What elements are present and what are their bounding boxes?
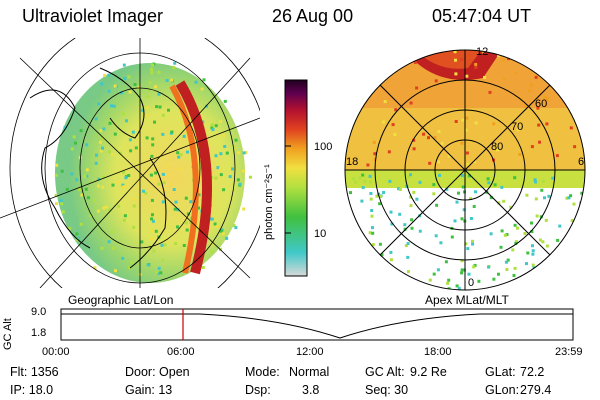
ip-value: IP: 18.0 [10, 383, 54, 397]
door-status: Door: Open [125, 365, 190, 379]
right-panel-label: Apex MLat/MLT [425, 293, 509, 307]
instrument-title: Ultraviolet Imager [22, 6, 164, 26]
timeline-ytick-min: 1.8 [31, 327, 47, 339]
sequence-value: Seq: 30 [365, 383, 409, 397]
glon-label: GLon: [485, 383, 520, 397]
mlat-label-70: 70 [511, 121, 524, 133]
dsp-label: Dsp: [245, 383, 271, 397]
timeline-ylabel: GC Alt [2, 318, 14, 350]
gc-alt-label: GC Alt: [365, 365, 405, 379]
colorbar-tick-10: 10 [314, 228, 327, 240]
apex-image [344, 49, 586, 291]
mode-value: Normal [289, 365, 330, 379]
timeline-xtick-1800: 18:00 [424, 346, 452, 358]
geographic-image [0, 38, 260, 288]
mlt-label-12: 12 [476, 46, 489, 58]
timeline-xtick-1200: 12:00 [296, 346, 324, 358]
altitude-timeline [60, 308, 574, 341]
glat-value: 72.2 [520, 365, 545, 379]
colorbar-tick-100: 100 [314, 141, 333, 153]
colorbar-unit-label: photon cm⁻²s⁻¹ [263, 164, 275, 240]
mode-label: Mode: [245, 365, 280, 379]
glat-label: GLat: [485, 365, 516, 379]
time-label: 05:47:04 UT [432, 6, 532, 26]
glon-value: 279.4 [520, 383, 552, 397]
gc-alt-value: 9.2 Re [410, 365, 447, 379]
colorbar [284, 79, 308, 277]
gain-value: Gain: 13 [125, 383, 173, 397]
timeline-xtick-2359: 23:59 [555, 346, 583, 358]
flight-number: Flt: 1356 [10, 365, 59, 379]
mlt-label-18: 18 [346, 156, 359, 168]
mlat-label-80: 80 [491, 141, 504, 153]
left-panel-label: Geographic Lat/Lon [68, 293, 174, 307]
mlt-label-0: 0 [468, 277, 475, 289]
timeline-ytick-max: 9.0 [31, 306, 47, 318]
mlt-label-6: 6 [578, 156, 585, 168]
timeline-xtick-0600: 06:00 [167, 346, 195, 358]
dsp-value: 3.8 [302, 383, 320, 397]
timeline-xtick-0000: 00:00 [42, 346, 70, 358]
mlat-label-60: 60 [535, 98, 548, 110]
date-label: 26 Aug 00 [272, 6, 354, 26]
